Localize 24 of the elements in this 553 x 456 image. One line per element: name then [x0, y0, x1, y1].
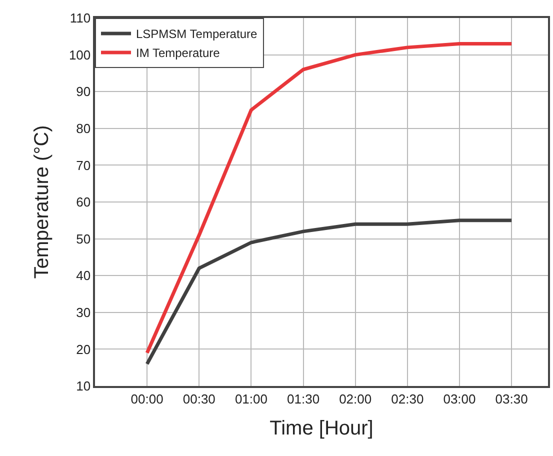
legend-label: LSPMSM Temperature [136, 27, 258, 42]
x-tick-label: 00:00 [130, 391, 164, 406]
y-tick-label: 100 [68, 47, 91, 62]
x-tick-label: 01:00 [234, 391, 268, 406]
y-tick-label: 70 [76, 158, 91, 173]
x-tick-label: 03:00 [443, 391, 476, 406]
y-tick-label: 90 [76, 84, 91, 100]
line-series [145, 218, 514, 366]
y-tick-label: 10 [76, 378, 91, 394]
x-tick-label: 02:00 [339, 391, 372, 406]
y-tick-label: 80 [76, 120, 91, 136]
y-tick-label: 50 [76, 231, 91, 246]
x-tick-label: 01:30 [287, 391, 320, 406]
legend-label: IM Temperature [136, 46, 220, 60]
y-tick-label: 20 [76, 342, 91, 357]
x-axis-title: Time [Hour] [270, 417, 374, 440]
x-tick-label: 02:30 [391, 391, 424, 406]
y-tick-label: 30 [76, 304, 91, 320]
y-tick-label: 40 [76, 268, 91, 284]
y-axis-title: Temperature (°C) [30, 125, 53, 279]
x-tick-label: 03:30 [495, 391, 528, 406]
y-tick-label: 60 [76, 194, 91, 210]
y-tick-label: 110 [70, 10, 91, 26]
x-tick-label: 00:30 [182, 391, 216, 406]
